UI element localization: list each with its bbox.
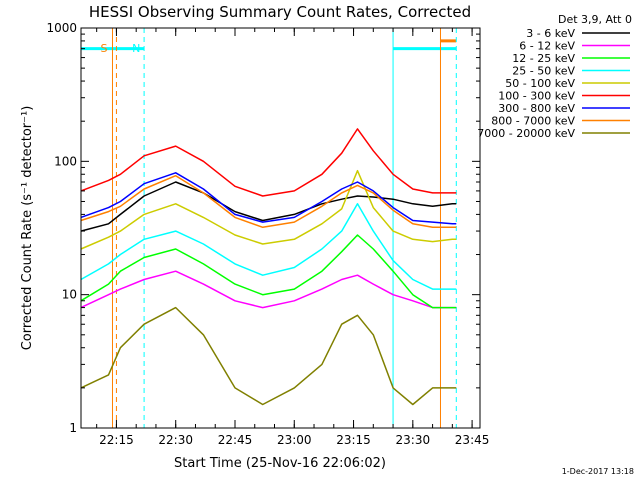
series-layer (80, 128, 457, 406)
axes-layer: 1 10 100 1000 22:15 22:30 22:45 23:00 23:15 23:30… (46, 21, 489, 447)
legend-header: Det 3,9, Att 0 (558, 13, 632, 26)
footer-date: 1-Dec-2017 13:18 (562, 467, 634, 476)
series-line (80, 174, 457, 229)
marker-annotation: N (132, 42, 140, 55)
series-line (80, 306, 457, 406)
legend-entry-label: 800 - 7000 keV (491, 115, 575, 128)
y-tick-label: 1000 (46, 21, 77, 35)
y-axis-label: Corrected Count Rate (s⁻¹ detector⁻¹) (20, 106, 35, 351)
y-tick-label: 100 (54, 154, 77, 168)
legend-entry-label: 100 - 300 keV (498, 90, 575, 103)
x-tick-label: 23:15 (336, 433, 371, 447)
series-line (80, 203, 457, 290)
chart-title: HESSI Observing Summary Count Rates, Cor… (89, 3, 471, 21)
legend-entry-label: 50 - 100 keV (505, 77, 575, 90)
plot-frame (80, 27, 481, 429)
series-line (80, 169, 457, 250)
legend-entry-label: 7000 - 20000 keV (477, 127, 575, 140)
series-line (80, 128, 457, 197)
series-line (80, 234, 457, 309)
x-tick-label: 22:15 (99, 433, 134, 447)
x-tick-label: 23:00 (277, 433, 312, 447)
legend-entry-label: 3 - 6 keV (526, 27, 575, 40)
x-tick-label: 22:45 (218, 433, 253, 447)
x-tick-label: 23:30 (396, 433, 431, 447)
legend-entry-label: 6 - 12 keV (519, 40, 575, 53)
y-tick-label: 1 (69, 421, 77, 435)
marker-annotation: S (100, 42, 107, 55)
legend-entry-label: 12 - 25 keV (512, 52, 575, 65)
legend-entry-label: 25 - 50 keV (512, 65, 575, 78)
legend-entry-label: 300 - 800 keV (498, 102, 575, 115)
x-tick-label: 22:30 (158, 433, 193, 447)
series-line (80, 172, 457, 225)
y-tick-label: 10 (62, 288, 77, 302)
x-axis-label: Start Time (25-Nov-16 22:06:02) (174, 456, 386, 471)
x-tick-label: 23:45 (455, 433, 490, 447)
series-line (80, 270, 457, 309)
